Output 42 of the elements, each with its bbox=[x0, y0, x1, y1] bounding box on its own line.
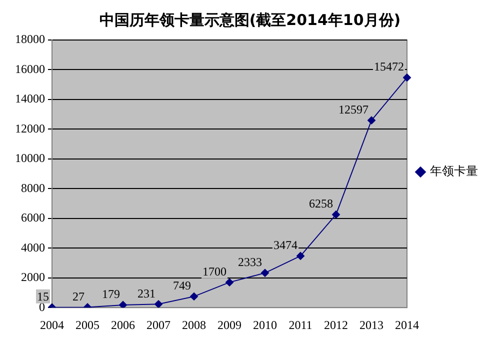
y-tick-label: 16000 bbox=[15, 62, 45, 76]
x-tick-label: 2013 bbox=[360, 318, 384, 332]
data-label: 179 bbox=[102, 287, 120, 302]
data-label: 2333 bbox=[238, 255, 262, 270]
y-tick-label: 18000 bbox=[15, 32, 45, 46]
data-label: 27 bbox=[72, 289, 84, 304]
point bbox=[226, 278, 234, 286]
x-tick-label: 2006 bbox=[111, 318, 135, 332]
point bbox=[296, 252, 304, 260]
data-label: 15472 bbox=[374, 60, 404, 74]
x-tick-label: 2004 bbox=[40, 318, 64, 332]
data-label: 231 bbox=[138, 286, 156, 300]
point bbox=[403, 74, 411, 82]
point bbox=[119, 300, 127, 308]
data-label: 749 bbox=[173, 278, 191, 293]
data-label: 15 bbox=[37, 290, 49, 304]
point bbox=[261, 268, 269, 277]
legend-label: 年领卡量 bbox=[430, 164, 478, 178]
x-tick-label: 2014 bbox=[395, 318, 419, 332]
x-tick-label: 2007 bbox=[146, 318, 170, 332]
data-label: 6258 bbox=[309, 196, 333, 211]
x-tick-label: 2010 bbox=[253, 318, 277, 332]
y-tick-label: 14000 bbox=[15, 92, 45, 106]
x-tick-label: 2008 bbox=[182, 318, 206, 332]
x-tick-label: 2011 bbox=[288, 318, 312, 332]
x-tick-label: 2012 bbox=[324, 318, 348, 332]
y-tick-label: 2000 bbox=[21, 270, 45, 284]
point bbox=[332, 210, 340, 219]
y-tick-label: 4000 bbox=[21, 240, 45, 254]
point bbox=[368, 116, 376, 124]
x-tick-label: 2005 bbox=[76, 318, 100, 332]
y-tick-label: 12000 bbox=[15, 121, 45, 136]
y-tick-label: 8000 bbox=[21, 180, 45, 195]
point bbox=[190, 292, 198, 300]
x-tick-label: 2009 bbox=[218, 318, 242, 332]
y-tick-label: 6000 bbox=[21, 210, 45, 225]
point bbox=[154, 300, 162, 308]
chart-title: 中国历年领卡量示意图(截至2014年10月份) bbox=[99, 10, 401, 29]
data-label: 1700 bbox=[202, 264, 226, 278]
y-tick-label: 10000 bbox=[15, 151, 45, 166]
data-label: 12597 bbox=[338, 102, 368, 116]
data-label: 3474 bbox=[274, 238, 298, 252]
